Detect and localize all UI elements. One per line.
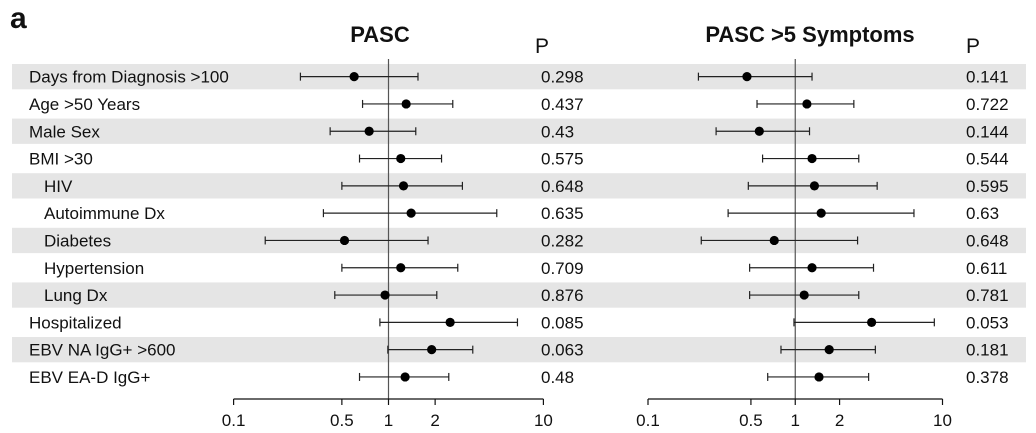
p-value: 0.63 — [966, 204, 999, 223]
odds-ratio-point — [396, 263, 406, 273]
row-band — [12, 282, 1026, 308]
row-band — [12, 64, 1026, 90]
odds-ratio-point — [809, 181, 820, 191]
x-tick-label: 2 — [835, 411, 844, 430]
p-value: 0.709 — [541, 259, 584, 278]
x-tick-label: 10 — [933, 411, 952, 430]
p-value: 0.611 — [966, 259, 1007, 278]
row-label: Diabetes — [44, 231, 111, 250]
p-value: 0.053 — [966, 313, 1009, 332]
odds-ratio-point — [769, 235, 779, 246]
odds-ratio-point — [742, 72, 752, 82]
odds-ratio-point — [867, 317, 877, 327]
odds-ratio-point — [339, 235, 350, 246]
odds-ratio-point — [799, 290, 809, 300]
odds-ratio-point — [398, 181, 409, 191]
p-value: 0.648 — [541, 177, 584, 196]
x-tick-label: 0.5 — [330, 411, 354, 430]
row-band — [12, 118, 1026, 144]
row-label: Hypertension — [44, 259, 144, 278]
chart-title: PASC — [350, 22, 410, 47]
odds-ratio-point — [807, 153, 817, 164]
odds-ratio-point — [445, 317, 455, 327]
x-tick-label: 10 — [534, 411, 553, 430]
row-label: Days from Diagnosis >100 — [29, 68, 229, 87]
odds-ratio-point — [364, 126, 374, 136]
p-value: 0.437 — [541, 95, 584, 114]
p-value: 0.378 — [966, 368, 1009, 387]
row-label: EBV EA-D IgG+ — [29, 368, 150, 387]
odds-ratio-point — [754, 126, 764, 136]
p-value: 0.43 — [541, 122, 574, 141]
p-value-header: P — [966, 35, 980, 58]
odds-ratio-point — [396, 153, 406, 164]
x-tick-label: 0.1 — [636, 411, 660, 430]
odds-ratio-point — [802, 99, 812, 109]
odds-ratio-point — [816, 208, 826, 218]
p-value: 0.085 — [541, 313, 584, 332]
odds-ratio-point — [400, 372, 410, 382]
p-value: 0.595 — [966, 177, 1009, 196]
chart-title: PASC >5 Symptoms — [705, 22, 914, 47]
p-value: 0.063 — [541, 341, 584, 360]
p-value: 0.722 — [966, 95, 1009, 114]
p-value: 0.181 — [966, 341, 1009, 360]
x-tick-label: 0.1 — [222, 411, 246, 430]
p-value: 0.141 — [966, 68, 1009, 87]
x-tick-label: 2 — [430, 411, 439, 430]
x-tick-label: 1 — [384, 411, 393, 430]
row-label: BMI >30 — [29, 150, 93, 169]
row-band — [12, 227, 1026, 254]
p-value: 0.781 — [966, 286, 1009, 305]
row-label: Hospitalized — [29, 313, 122, 332]
odds-ratio-point — [427, 345, 437, 355]
p-value: 0.298 — [541, 68, 584, 87]
p-value: 0.635 — [541, 204, 584, 223]
odds-ratio-point — [406, 208, 416, 218]
panel-letter: a — [10, 2, 27, 35]
odds-ratio-point — [814, 372, 824, 382]
p-value-header: P — [535, 35, 549, 58]
row-label: Age >50 Years — [29, 95, 140, 114]
p-value: 0.648 — [966, 231, 1009, 250]
p-value: 0.575 — [541, 150, 584, 169]
x-tick-label: 1 — [791, 411, 800, 430]
p-value: 0.144 — [966, 122, 1009, 141]
p-value: 0.876 — [541, 286, 584, 305]
row-label: Autoimmune Dx — [44, 204, 165, 223]
row-label: EBV NA IgG+ >600 — [29, 341, 175, 360]
p-value: 0.544 — [966, 150, 1009, 169]
odds-ratio-point — [824, 345, 834, 355]
odds-ratio-point — [807, 263, 817, 273]
p-value: 0.282 — [541, 231, 584, 250]
odds-ratio-point — [401, 99, 411, 109]
row-label: HIV — [44, 177, 73, 196]
x-tick-label: 0.5 — [739, 411, 763, 430]
row-label: Lung Dx — [44, 286, 108, 305]
row-label: Male Sex — [29, 122, 100, 141]
p-value: 0.48 — [541, 368, 574, 387]
odds-ratio-point — [380, 290, 390, 300]
odds-ratio-point — [349, 72, 359, 82]
